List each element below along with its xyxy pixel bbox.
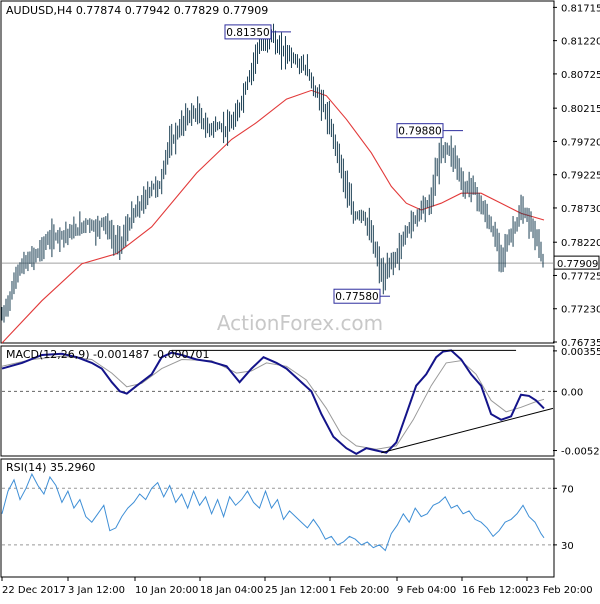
price-header: AUDUSD,H4 0.77874 0.77942 0.77829 0.7790… xyxy=(6,4,268,17)
price-tick-label: 0.81220 xyxy=(561,37,600,48)
time-tick-label: 3 Jan 12:00 xyxy=(68,585,125,596)
time-tick-label: 1 Feb 20:00 xyxy=(330,585,389,596)
time-axis: 22 Dec 2017 3 Jan 12:00 10 Jan 20:00 18 Jan… xyxy=(1,577,593,596)
time-tick-label: 25 Jan 12:00 xyxy=(265,585,328,596)
rsi-panel-frame xyxy=(0,458,555,578)
price-tick-label: 0.78730 xyxy=(561,204,600,215)
macd-support-line xyxy=(381,407,554,454)
annotation-label: 0.77580 xyxy=(335,291,378,303)
time-tick-label: 23 Feb 20:00 xyxy=(527,585,593,596)
rsi-series xyxy=(1,472,545,552)
price-axis: 0.81715 0.81220 0.80725 0.80215 0.79720 0.792… xyxy=(2,3,600,349)
rsi-line xyxy=(1,472,545,552)
time-tick-label: 16 Feb 12:00 xyxy=(462,585,528,596)
signal-line xyxy=(1,355,545,450)
annotation-label: 0.79880 xyxy=(398,126,441,138)
last-price-label: 0.77909 xyxy=(557,259,598,270)
price-panel-frame xyxy=(0,0,555,344)
time-tick-label: 10 Jan 20:00 xyxy=(135,585,198,596)
price-tick-label: 0.76735 xyxy=(561,338,600,349)
price-tick-label: 0.81715 xyxy=(561,3,600,14)
rsi-header: RSI(14) 35.2960 xyxy=(6,461,95,474)
price-tick-label: 0.79225 xyxy=(561,171,600,182)
price-tick-label: 0.77725 xyxy=(561,271,600,282)
macd-tick-label: 0.003559 xyxy=(561,347,600,358)
time-tick-label: 18 Jan 04:00 xyxy=(200,585,263,596)
time-tick-label: 9 Feb 04:00 xyxy=(397,585,456,596)
macd-series xyxy=(1,349,554,456)
time-tick-label: 22 Dec 2017 xyxy=(2,585,66,596)
price-tick-label: 0.80215 xyxy=(561,104,600,115)
rsi-tick-label: 70 xyxy=(561,484,574,495)
annotation-label: 0.81350 xyxy=(226,27,269,39)
price-tick-label: 0.78220 xyxy=(561,238,600,249)
rsi-tick-label: 30 xyxy=(561,541,574,552)
price-tick-label: 0.79720 xyxy=(561,137,600,148)
watermark: ActionForex.com xyxy=(217,311,383,335)
price-series xyxy=(1,23,544,323)
macd-tick-label: -0.005207 xyxy=(561,447,600,458)
price-tick-label: 0.77230 xyxy=(561,305,600,316)
rsi-axis: 70 30 xyxy=(2,484,574,552)
last-price-box xyxy=(553,255,600,270)
macd-tick-label: 0.00 xyxy=(561,387,583,398)
macd-line xyxy=(1,349,545,456)
price-tick-label: 0.80725 xyxy=(561,70,600,81)
macd-axis: 0.003559 0.00 -0.005207 xyxy=(2,347,600,458)
price-annotations: 0.81350 0.79880 0.77580 xyxy=(224,24,463,304)
macd-header: MACD(12,26,9) -0.001487 -0.000701 xyxy=(6,348,209,361)
